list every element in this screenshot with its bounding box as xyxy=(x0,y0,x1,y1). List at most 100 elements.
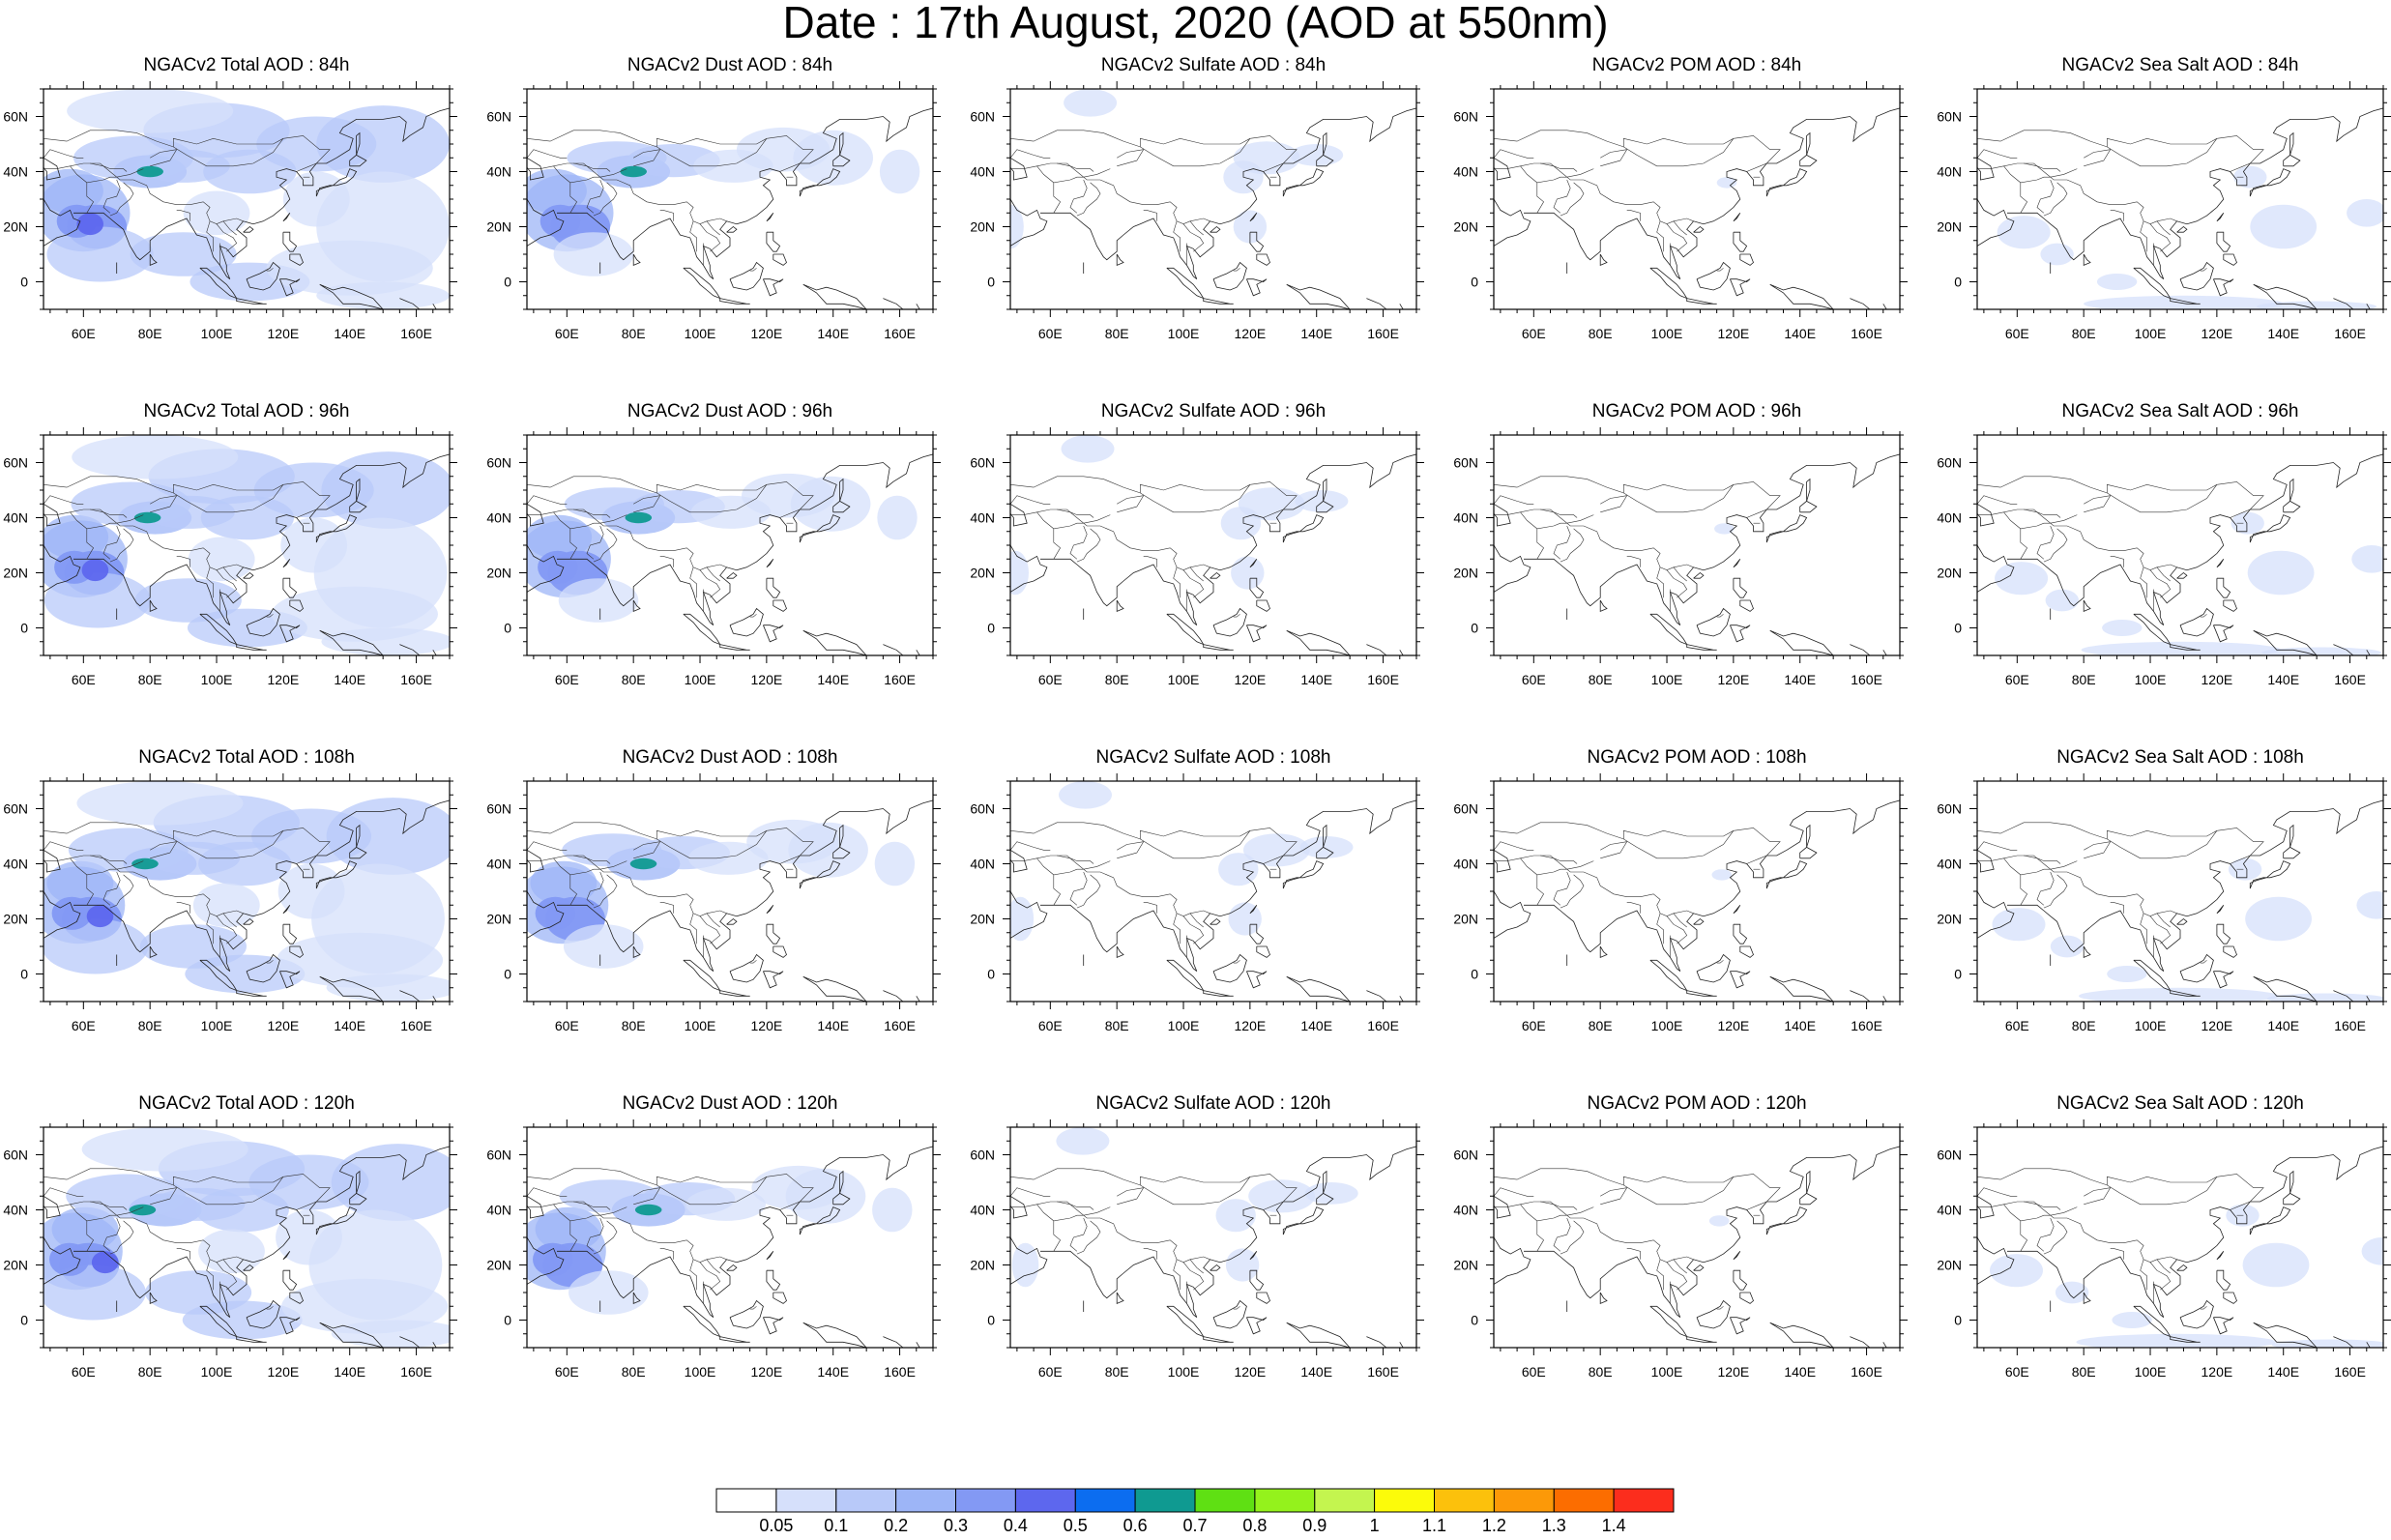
lat-tick-label: 40N xyxy=(486,510,511,526)
coastline xyxy=(2290,479,2293,502)
lon-tick-label: 60E xyxy=(1038,1018,1063,1033)
coastline xyxy=(763,625,783,642)
lat-tick-label: 40N xyxy=(1453,164,1478,180)
aod-cell xyxy=(630,858,657,869)
coastline xyxy=(2180,609,2213,637)
aod-cell xyxy=(1305,1182,1358,1205)
coastline xyxy=(1040,454,1416,625)
country-border xyxy=(1674,221,1687,235)
country-border xyxy=(1190,1260,1204,1273)
coastline xyxy=(730,955,763,983)
lat-tick-label: 40N xyxy=(486,164,511,180)
map-frame xyxy=(1977,435,2383,655)
lat-tick-label: 0 xyxy=(987,275,995,290)
lon-tick-label: 120E xyxy=(2201,326,2233,341)
lon-tick-label: 160E xyxy=(1367,672,1399,687)
country-border xyxy=(1140,138,1250,147)
colorbar-swatch xyxy=(896,1489,956,1512)
coastline xyxy=(767,1270,780,1290)
lon-tick-label: 100E xyxy=(201,1018,233,1033)
aod-cell xyxy=(564,924,644,969)
coastline xyxy=(2290,133,2293,156)
aod-field xyxy=(29,1127,464,1348)
lat-tick-label: 20N xyxy=(1937,566,1962,581)
coastline xyxy=(1400,996,1403,1002)
lon-tick-label: 60E xyxy=(2005,672,2029,687)
lat-tick-label: 0 xyxy=(20,275,28,290)
lon-tick-label: 100E xyxy=(1651,326,1683,341)
lon-tick-label: 140E xyxy=(817,1018,849,1033)
aod-cell xyxy=(316,105,450,183)
lat-tick-label: 60N xyxy=(1937,801,1962,817)
coastline xyxy=(2180,1301,2213,1329)
coastline xyxy=(283,578,297,597)
coastline xyxy=(1283,515,1323,543)
coastline xyxy=(1807,826,1810,848)
country-border xyxy=(1667,224,1687,252)
lon-tick-label: 60E xyxy=(72,1018,96,1033)
aod-cell xyxy=(278,864,345,919)
coastline xyxy=(1730,279,1750,296)
lat-tick-label: 20N xyxy=(3,1258,28,1273)
country-border xyxy=(1537,875,1544,905)
lat-tick-label: 60N xyxy=(1453,1148,1478,1163)
lon-tick-label: 140E xyxy=(1300,1018,1332,1033)
country-border xyxy=(1977,842,2017,851)
lat-tick-label: 40N xyxy=(1453,857,1478,872)
coastline xyxy=(1883,650,1886,655)
lon-tick-label: 60E xyxy=(1038,672,1063,687)
coastline xyxy=(2177,227,2187,233)
coastline xyxy=(720,299,750,305)
lat-tick-label: 20N xyxy=(486,566,511,581)
coastline xyxy=(1766,1207,1806,1235)
coastline xyxy=(917,650,919,655)
country-border xyxy=(1977,856,2177,916)
coastline xyxy=(1001,199,1047,247)
country-border xyxy=(1560,529,1584,562)
lon-tick-label: 120E xyxy=(1718,326,1750,341)
lon-tick-label: 80E xyxy=(138,672,162,687)
colorbar-label: 0.3 xyxy=(944,1516,968,1535)
coastline xyxy=(684,614,720,644)
coastline xyxy=(1246,625,1267,642)
aod-cell xyxy=(569,1270,649,1315)
country-border xyxy=(1054,875,1061,905)
map-frame xyxy=(1977,89,2383,309)
coastline xyxy=(2213,972,2233,988)
coastlines xyxy=(1001,108,1416,309)
lat-tick-label: 40N xyxy=(3,1203,28,1218)
coastline xyxy=(1040,800,1416,972)
coastline xyxy=(1484,199,1531,247)
lon-tick-label: 60E xyxy=(2005,1018,2029,1033)
coastline xyxy=(803,630,866,655)
coastline xyxy=(883,299,903,309)
country-border xyxy=(1600,150,1627,166)
lon-tick-label: 80E xyxy=(622,326,646,341)
lon-tick-label: 120E xyxy=(2201,1018,2233,1033)
coastline xyxy=(727,1265,737,1271)
colorbar-swatch xyxy=(1554,1489,1614,1512)
country-border xyxy=(1494,823,1780,858)
map-frame xyxy=(1010,1127,1416,1348)
aod-cell xyxy=(332,1321,465,1349)
country-border xyxy=(1977,163,2177,224)
lat-tick-label: 40N xyxy=(970,1203,995,1218)
lon-tick-label: 100E xyxy=(201,672,233,687)
lon-tick-label: 120E xyxy=(1718,1364,1750,1380)
country-border xyxy=(1494,856,1694,916)
lat-tick-label: 40N xyxy=(970,510,995,526)
lat-tick-label: 20N xyxy=(486,219,511,235)
country-border xyxy=(1977,496,2017,505)
coastline xyxy=(1117,946,1123,957)
country-border xyxy=(1977,509,2177,570)
country-border xyxy=(1077,183,1100,216)
lon-tick-label: 80E xyxy=(622,672,646,687)
